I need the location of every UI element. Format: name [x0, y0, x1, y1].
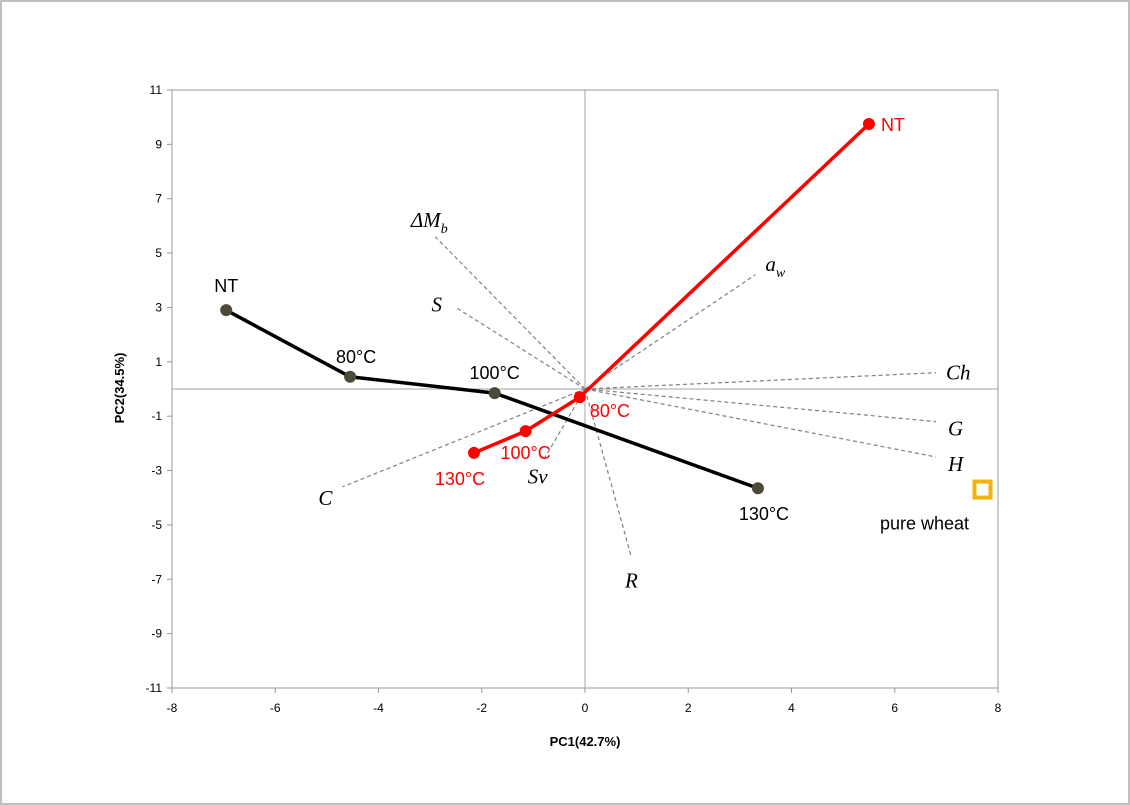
- y-tick-label: 3: [155, 300, 162, 314]
- x-tick-label: 4: [788, 701, 795, 715]
- data-point: [468, 446, 481, 459]
- loading-vector-label: G: [948, 417, 963, 441]
- x-tick-label: -6: [270, 701, 281, 715]
- data-point-label: 100°C: [501, 443, 551, 463]
- series-line: [225, 308, 759, 490]
- x-tick-label: -2: [476, 701, 487, 715]
- data-point-label: 80°C: [590, 401, 630, 421]
- loading-vector-line: [584, 388, 633, 558]
- x-axis-title: PC1(42.7%): [550, 734, 621, 749]
- loading-vector-name: G: [948, 417, 963, 441]
- loading-vector-line: [455, 306, 586, 390]
- loading-vector-subscript: w: [776, 266, 786, 281]
- x-tick-label: 2: [685, 701, 692, 715]
- loading-vector-line: [584, 388, 937, 423]
- loading-vectors: ΔMb aw S Ch GH C Sv R: [318, 208, 970, 593]
- score-series: [220, 117, 993, 500]
- loading-vector-label: H: [947, 452, 965, 476]
- data-point: [862, 117, 875, 130]
- y-axis-title: PC2(34.5%): [112, 353, 127, 424]
- loading-vector-line: [342, 388, 586, 488]
- y-tick-label: 11: [150, 83, 163, 97]
- loading-vector-line: [584, 372, 937, 390]
- loading-vector-line: [584, 388, 937, 458]
- loading-vector-label: Ch: [946, 361, 971, 385]
- data-point: [573, 391, 586, 404]
- data-point: [488, 387, 501, 400]
- loading-vector-subscript: b: [441, 222, 448, 237]
- y-tick-label: 1: [155, 355, 162, 369]
- series-line: [473, 122, 871, 455]
- loading-vector-name: Ch: [946, 361, 971, 385]
- y-tick-label: -7: [151, 572, 162, 586]
- x-tick-label: -4: [373, 701, 384, 715]
- x-tick-label: 6: [891, 701, 898, 715]
- loading-vector-name: R: [624, 569, 638, 593]
- x-tick-label: 8: [995, 701, 1002, 715]
- data-point: [519, 425, 532, 438]
- loading-vector-label: S: [431, 292, 442, 316]
- y-tick-label: -11: [146, 681, 163, 695]
- loading-vector-label: R: [624, 569, 638, 593]
- data-point: [751, 482, 764, 495]
- loading-vector-name: Sv: [528, 465, 549, 489]
- data-point-label: 130°C: [435, 469, 485, 489]
- data-point: [220, 304, 233, 317]
- loading-vector-label: C: [318, 486, 333, 510]
- loading-vector-label: Sv: [528, 465, 549, 489]
- loading-vector-line: [434, 236, 586, 390]
- data-point-label: 100°C: [470, 363, 520, 383]
- x-tick-label: 0: [582, 701, 589, 715]
- y-tick-label: -3: [151, 464, 162, 478]
- loading-vector-name: H: [947, 452, 965, 476]
- y-tick-label: -9: [151, 627, 162, 641]
- loading-vector-line: [584, 274, 756, 390]
- y-tick-label: 7: [155, 192, 162, 206]
- y-tick-label: 5: [155, 246, 162, 260]
- data-point-label: 130°C: [739, 504, 789, 524]
- loading-vector-name: C: [318, 486, 333, 510]
- y-tick-label: 9: [155, 137, 162, 151]
- data-point-label: NT: [881, 115, 905, 135]
- loading-vector-name: S: [431, 292, 442, 316]
- y-tick-label: -5: [151, 518, 162, 532]
- pure-wheat-label: pure wheat: [880, 514, 969, 534]
- loading-vector-name: ΔM: [410, 208, 442, 232]
- data-point: [344, 370, 357, 383]
- x-tick-label: -8: [167, 701, 178, 715]
- data-point-label: 80°C: [336, 347, 376, 367]
- y-tick-label: -1: [151, 409, 162, 423]
- loading-vector-name: a: [765, 252, 776, 276]
- loading-vector-label: ΔMb: [410, 208, 448, 237]
- pure-wheat-marker: [972, 479, 993, 500]
- loading-vector-label: aw: [765, 252, 786, 281]
- data-point-label: NT: [214, 276, 238, 296]
- point-labels: NT 80°C 100°C 130°C NT 80°C 100°C 130°C pure whe…: [214, 115, 969, 534]
